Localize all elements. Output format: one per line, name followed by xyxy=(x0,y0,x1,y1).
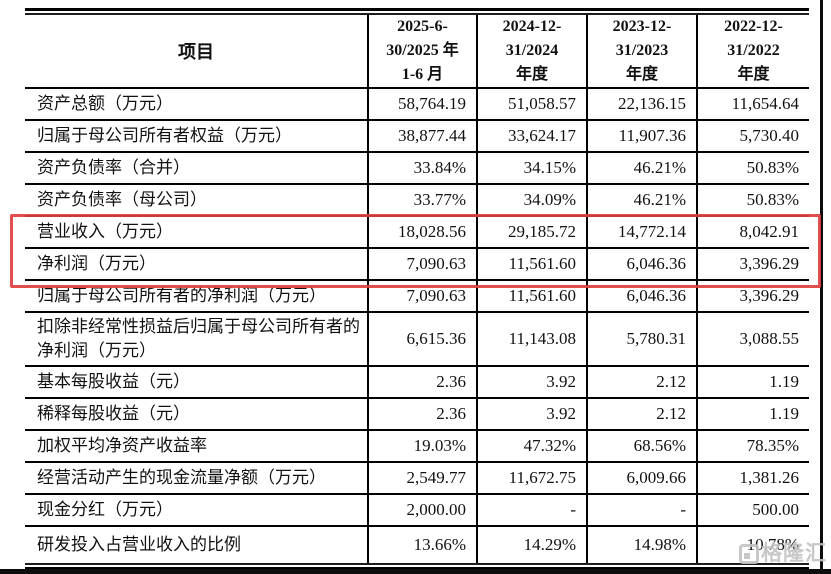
table-row: 资产负债率（母公司） 33.77% 34.09% 46.21% 50.83% xyxy=(25,183,809,217)
value-cell: 7,090.63 xyxy=(367,279,478,313)
value-cell: 58,764.19 xyxy=(367,87,478,121)
value-cell: 8,042.91 xyxy=(696,215,809,249)
financial-summary-table: 项目 2025-6- 30/2025 年 1-6 月 2024-12- 31/2… xyxy=(25,15,809,563)
value-cell: 18,028.56 xyxy=(367,215,478,249)
value-cell: 19.03% xyxy=(367,429,478,463)
table-row: 资产总额（万元） 58,764.19 51,058.57 22,136.15 1… xyxy=(25,87,809,121)
value-cell: 7,090.63 xyxy=(367,247,478,281)
table-row: 归属于母公司所有者的净利润（万元） 7,090.63 11,561.60 6,0… xyxy=(25,279,809,313)
value-cell: 11,654.64 xyxy=(696,87,809,121)
value-cell: 2,000.00 xyxy=(367,493,478,527)
column-header-item: 项目 xyxy=(25,15,369,89)
value-cell: 3,396.29 xyxy=(696,247,809,281)
row-label-cell: 归属于母公司所有者的净利润（万元） xyxy=(25,279,369,313)
table-row: 归属于母公司所有者权益（万元） 38,877.44 33,624.17 11,9… xyxy=(25,119,809,153)
watermark-text: 格隆汇 xyxy=(761,542,827,565)
column-header-period-2023: 2023-12- 31/2023 年度 xyxy=(586,15,698,89)
value-cell: 3,088.55 xyxy=(696,311,809,367)
value-cell: 33.77% xyxy=(367,183,478,217)
value-cell: 3,396.29 xyxy=(696,279,809,313)
value-cell: 33.84% xyxy=(367,151,478,185)
value-cell: 50.83% xyxy=(696,183,809,217)
value-cell: 22,136.15 xyxy=(586,87,698,121)
gelonghui-logo-icon xyxy=(739,543,759,564)
value-cell: 2.12 xyxy=(586,397,698,431)
value-cell: 2.36 xyxy=(367,365,478,399)
value-cell: 1.19 xyxy=(696,397,809,431)
financial-summary-table-container: 项目 2025-6- 30/2025 年 1-6 月 2024-12- 31/2… xyxy=(25,8,809,570)
value-cell: 11,561.60 xyxy=(476,247,588,281)
value-cell: 2,549.77 xyxy=(367,461,478,495)
value-cell: 38,877.44 xyxy=(367,119,478,153)
table-row: 经营活动产生的现金流量净额（万元） 2,549.77 11,672.75 6,0… xyxy=(25,461,809,495)
table-row: 研发投入占营业收入的比例 13.66% 14.29% 14.98% 10.78% xyxy=(25,525,809,563)
value-cell: 500.00 xyxy=(696,493,809,527)
table-row-highlighted: 净利润（万元） 7,090.63 11,561.60 6,046.36 3,39… xyxy=(25,247,809,281)
row-label-cell: 扣除非经常性损益后归属于母公司所有者的净利润（万元） xyxy=(25,311,369,367)
value-cell: 1,381.26 xyxy=(696,461,809,495)
value-cell: 6,615.36 xyxy=(367,311,478,367)
value-cell: 5,780.31 xyxy=(586,311,698,367)
table-row: 稀释每股收益（元） 2.36 3.92 2.12 1.19 xyxy=(25,397,809,431)
value-cell: 68.56% xyxy=(586,429,698,463)
value-cell: 13.66% xyxy=(367,525,478,563)
value-cell: 2.12 xyxy=(586,365,698,399)
value-cell: 14.29% xyxy=(476,525,588,563)
value-cell: 34.15% xyxy=(476,151,588,185)
value-cell: 5,730.40 xyxy=(696,119,809,153)
value-cell: 51,058.57 xyxy=(476,87,588,121)
value-cell: 78.35% xyxy=(696,429,809,463)
page-right-border xyxy=(820,0,823,574)
table-row: 资产负债率（合并） 33.84% 34.15% 46.21% 50.83% xyxy=(25,151,809,185)
table-bottom-double-rule xyxy=(25,563,809,570)
table-top-double-rule xyxy=(25,8,809,15)
row-label-cell: 现金分红（万元） xyxy=(25,493,369,527)
value-cell: 6,009.66 xyxy=(586,461,698,495)
column-header-period-2022: 2022-12- 31/2022 年度 xyxy=(696,15,809,89)
row-label-cell: 基本每股收益（元） xyxy=(25,365,369,399)
value-cell: - xyxy=(586,493,698,527)
row-label-cell: 资产负债率（合并） xyxy=(25,151,369,185)
value-cell: 6,046.36 xyxy=(586,247,698,281)
value-cell: 11,143.08 xyxy=(476,311,588,367)
value-cell: 3.92 xyxy=(476,365,588,399)
table-row: 基本每股收益（元） 2.36 3.92 2.12 1.19 xyxy=(25,365,809,399)
row-label-cell: 资产总额（万元） xyxy=(25,87,369,121)
row-label-cell: 营业收入（万元） xyxy=(25,215,369,249)
value-cell: 50.83% xyxy=(696,151,809,185)
watermark: 格隆汇 xyxy=(739,543,827,564)
row-label-cell: 归属于母公司所有者权益（万元） xyxy=(25,119,369,153)
value-cell: 11,672.75 xyxy=(476,461,588,495)
row-label-cell: 资产负债率（母公司） xyxy=(25,183,369,217)
value-cell: 11,561.60 xyxy=(476,279,588,313)
table-row: 加权平均净资产收益率 19.03% 47.32% 68.56% 78.35% xyxy=(25,429,809,463)
value-cell: 29,185.72 xyxy=(476,215,588,249)
table-row: 现金分红（万元） 2,000.00 - - 500.00 xyxy=(25,493,809,527)
value-cell: 6,046.36 xyxy=(586,279,698,313)
table-row: 扣除非经常性损益后归属于母公司所有者的净利润（万元） 6,615.36 11,1… xyxy=(25,311,809,367)
row-label-cell: 研发投入占营业收入的比例 xyxy=(25,525,369,563)
value-cell: 34.09% xyxy=(476,183,588,217)
value-cell: 3.92 xyxy=(476,397,588,431)
value-cell: 33,624.17 xyxy=(476,119,588,153)
row-label-cell: 经营活动产生的现金流量净额（万元） xyxy=(25,461,369,495)
value-cell: 2.36 xyxy=(367,397,478,431)
value-cell: 1.19 xyxy=(696,365,809,399)
row-label-cell: 加权平均净资产收益率 xyxy=(25,429,369,463)
row-label-cell: 净利润（万元） xyxy=(25,247,369,281)
value-cell: 14,772.14 xyxy=(586,215,698,249)
value-cell: 46.21% xyxy=(586,183,698,217)
value-cell: - xyxy=(476,493,588,527)
column-header-period-2025h1: 2025-6- 30/2025 年 1-6 月 xyxy=(367,15,478,89)
column-header-period-2024: 2024-12- 31/2024 年度 xyxy=(476,15,588,89)
value-cell: 14.98% xyxy=(586,525,698,563)
value-cell: 47.32% xyxy=(476,429,588,463)
value-cell: 11,907.36 xyxy=(586,119,698,153)
row-label-cell: 稀释每股收益（元） xyxy=(25,397,369,431)
table-header-row: 项目 2025-6- 30/2025 年 1-6 月 2024-12- 31/2… xyxy=(25,15,809,89)
page-bottom-border xyxy=(0,569,831,574)
value-cell: 46.21% xyxy=(586,151,698,185)
table-row-highlighted: 营业收入（万元） 18,028.56 29,185.72 14,772.14 8… xyxy=(25,215,809,249)
